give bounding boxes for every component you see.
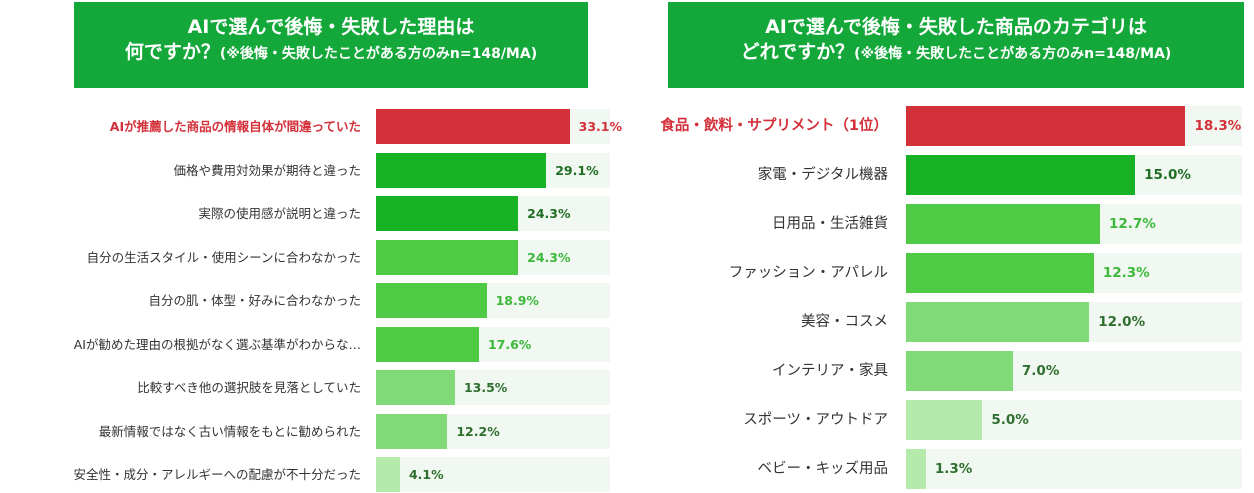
category-label: ベビー・キッズ用品 xyxy=(757,461,889,477)
category-label: 価格や費用対効果が期待と違った xyxy=(173,162,361,178)
bar-row: 自分の生活スタイル・使用シーンに合わなかった 24.3% xyxy=(0,239,1254,275)
category-label: 自分の生活スタイル・使用シーンに合わなかった xyxy=(86,249,361,265)
category-label: ファッション・アパレル xyxy=(728,265,888,281)
category-label: 最新情報ではなく古い情報をもとに勧められた xyxy=(98,423,361,439)
bar-track xyxy=(906,400,1242,440)
value-label: 12.7% xyxy=(1108,216,1156,232)
category-label: 食品・飲料・サプリメント（1位） xyxy=(660,118,888,134)
chart-right-title: AIで選んで後悔・失敗した商品のカテゴリは xyxy=(765,16,1147,38)
bar xyxy=(376,370,455,405)
bar-track xyxy=(376,370,610,405)
bar-track xyxy=(376,413,610,449)
bar-row: スポーツ・アウトドア 5.0% xyxy=(0,400,1254,440)
bar-track xyxy=(906,155,1242,195)
value-label: 12.0% xyxy=(1098,314,1146,330)
bar-row: 家電・デジタル機器 15.0% xyxy=(0,155,1254,195)
value-label: 15.0% xyxy=(1144,167,1191,183)
bar-track xyxy=(376,283,610,318)
category-label: AIが推薦した商品の情報自体が間違っていた xyxy=(109,119,361,134)
bar-track xyxy=(906,449,1242,489)
bar xyxy=(906,253,1094,293)
bar-row: 実際の使用感が説明と違った 24.3% xyxy=(0,196,1254,231)
chart-left-title-question: 何ですか？ xyxy=(124,41,220,63)
bar-track xyxy=(376,326,610,362)
value-label: 18.9% xyxy=(495,293,539,308)
bar-track xyxy=(906,351,1242,391)
bar xyxy=(906,449,926,489)
value-label: 12.2% xyxy=(456,423,500,439)
bar-track xyxy=(376,152,610,188)
bar-track xyxy=(906,106,1242,146)
value-label: 13.5% xyxy=(463,380,508,395)
category-label: AIが勧めた理由の根拠がなく選ぶ基準がわからな… xyxy=(73,336,361,352)
bar xyxy=(376,196,519,231)
bar xyxy=(906,302,1090,342)
bar xyxy=(906,351,1013,391)
chart-left-subtitle: (※後悔・失敗したことがある方のみn=148/MA) xyxy=(219,46,538,62)
bar-row: AIが勧めた理由の根拠がなく選ぶ基準がわからな… 17.6% xyxy=(0,326,1254,362)
category-label: 家電・デジタル機器 xyxy=(757,167,888,183)
value-label: 1.3% xyxy=(934,461,973,477)
bar xyxy=(376,413,448,449)
bar xyxy=(376,326,479,362)
bar-row: 価格や費用対効果が期待と違った 29.1% xyxy=(0,152,1254,188)
bar-row: 比較すべき他の選択肢を見落としていた 13.5% xyxy=(0,370,1254,405)
value-label: 33.1% xyxy=(578,119,622,134)
bar xyxy=(376,239,519,275)
category-label: 実際の使用感が説明と違った xyxy=(198,206,361,221)
bar-track xyxy=(906,302,1242,342)
bar-track xyxy=(906,204,1242,244)
value-label: 12.3% xyxy=(1102,265,1150,281)
bar-row: ファッション・アパレル 12.3% xyxy=(0,253,1254,293)
chart-left-title: AIで選んで後悔・失敗した理由は xyxy=(187,16,475,38)
bar xyxy=(906,155,1136,195)
bar-row: 最新情報ではなく古い情報をもとに勧められた 12.2% xyxy=(0,413,1254,449)
value-label: 24.3% xyxy=(527,249,571,265)
value-label: 4.1% xyxy=(408,467,444,482)
bar-row: 美容・コスメ 12.0% xyxy=(0,302,1254,342)
bar xyxy=(376,457,400,492)
bar xyxy=(376,152,547,188)
chart-left-header: AIで選んで後悔・失敗した理由は 何ですか？(※後悔・失敗したことがある方のみn… xyxy=(74,2,588,88)
bar-row: 食品・飲料・サプリメント（1位） 18.3% xyxy=(0,106,1254,146)
category-label: 自分の肌・体型・好みに合わなかった xyxy=(148,293,361,308)
category-label: 日用品・生活雑貨 xyxy=(772,216,888,232)
chart-right-subtitle: (※後悔・失敗したことがある方のみn=148/MA) xyxy=(854,46,1172,62)
category-label: 安全性・成分・アレルギーへの配慮が不十分だった xyxy=(73,467,361,482)
chart-left-title-line2: 何ですか？(※後悔・失敗したことがある方のみn=148/MA) xyxy=(74,40,588,67)
category-label: 美容・コスメ xyxy=(801,314,888,330)
bar-row: 自分の肌・体型・好みに合わなかった 18.9% xyxy=(0,283,1254,318)
value-label: 24.3% xyxy=(527,206,571,221)
bar-track xyxy=(376,109,610,144)
bar-track xyxy=(376,457,610,492)
bar xyxy=(376,283,487,318)
bar xyxy=(906,106,1186,146)
bar-row: ベビー・キッズ用品 1.3% xyxy=(0,449,1254,489)
value-label: 5.0% xyxy=(991,412,1029,428)
value-label: 17.6% xyxy=(487,336,532,352)
bar-track xyxy=(376,196,610,231)
category-label: インテリア・家具 xyxy=(772,363,888,379)
value-label: 18.3% xyxy=(1194,118,1242,134)
bar xyxy=(376,109,570,144)
bar-row: 日用品・生活雑貨 12.7% xyxy=(0,204,1254,244)
bar-row: AIが推薦した商品の情報自体が間違っていた 33.1% xyxy=(0,109,1254,144)
bar-row: インテリア・家具 7.0% xyxy=(0,351,1254,391)
bar-track xyxy=(376,239,610,275)
chart-right-title-line2: どれですか？(※後悔・失敗したことがある方のみn=148/MA) xyxy=(668,40,1244,67)
category-label: スポーツ・アウトドア xyxy=(743,412,888,428)
bar xyxy=(906,400,983,440)
chart-right-title-question: どれですか？ xyxy=(740,41,855,63)
bar-track xyxy=(906,253,1242,293)
bar xyxy=(906,204,1100,244)
value-label: 29.1% xyxy=(555,162,599,178)
category-label: 比較すべき他の選択肢を見落としていた xyxy=(137,380,361,395)
bar-row: 安全性・成分・アレルギーへの配慮が不十分だった 4.1% xyxy=(0,457,1254,492)
chart-right-header: AIで選んで後悔・失敗した商品のカテゴリは どれですか？(※後悔・失敗したことが… xyxy=(668,2,1244,88)
value-label: 7.0% xyxy=(1021,363,1060,379)
